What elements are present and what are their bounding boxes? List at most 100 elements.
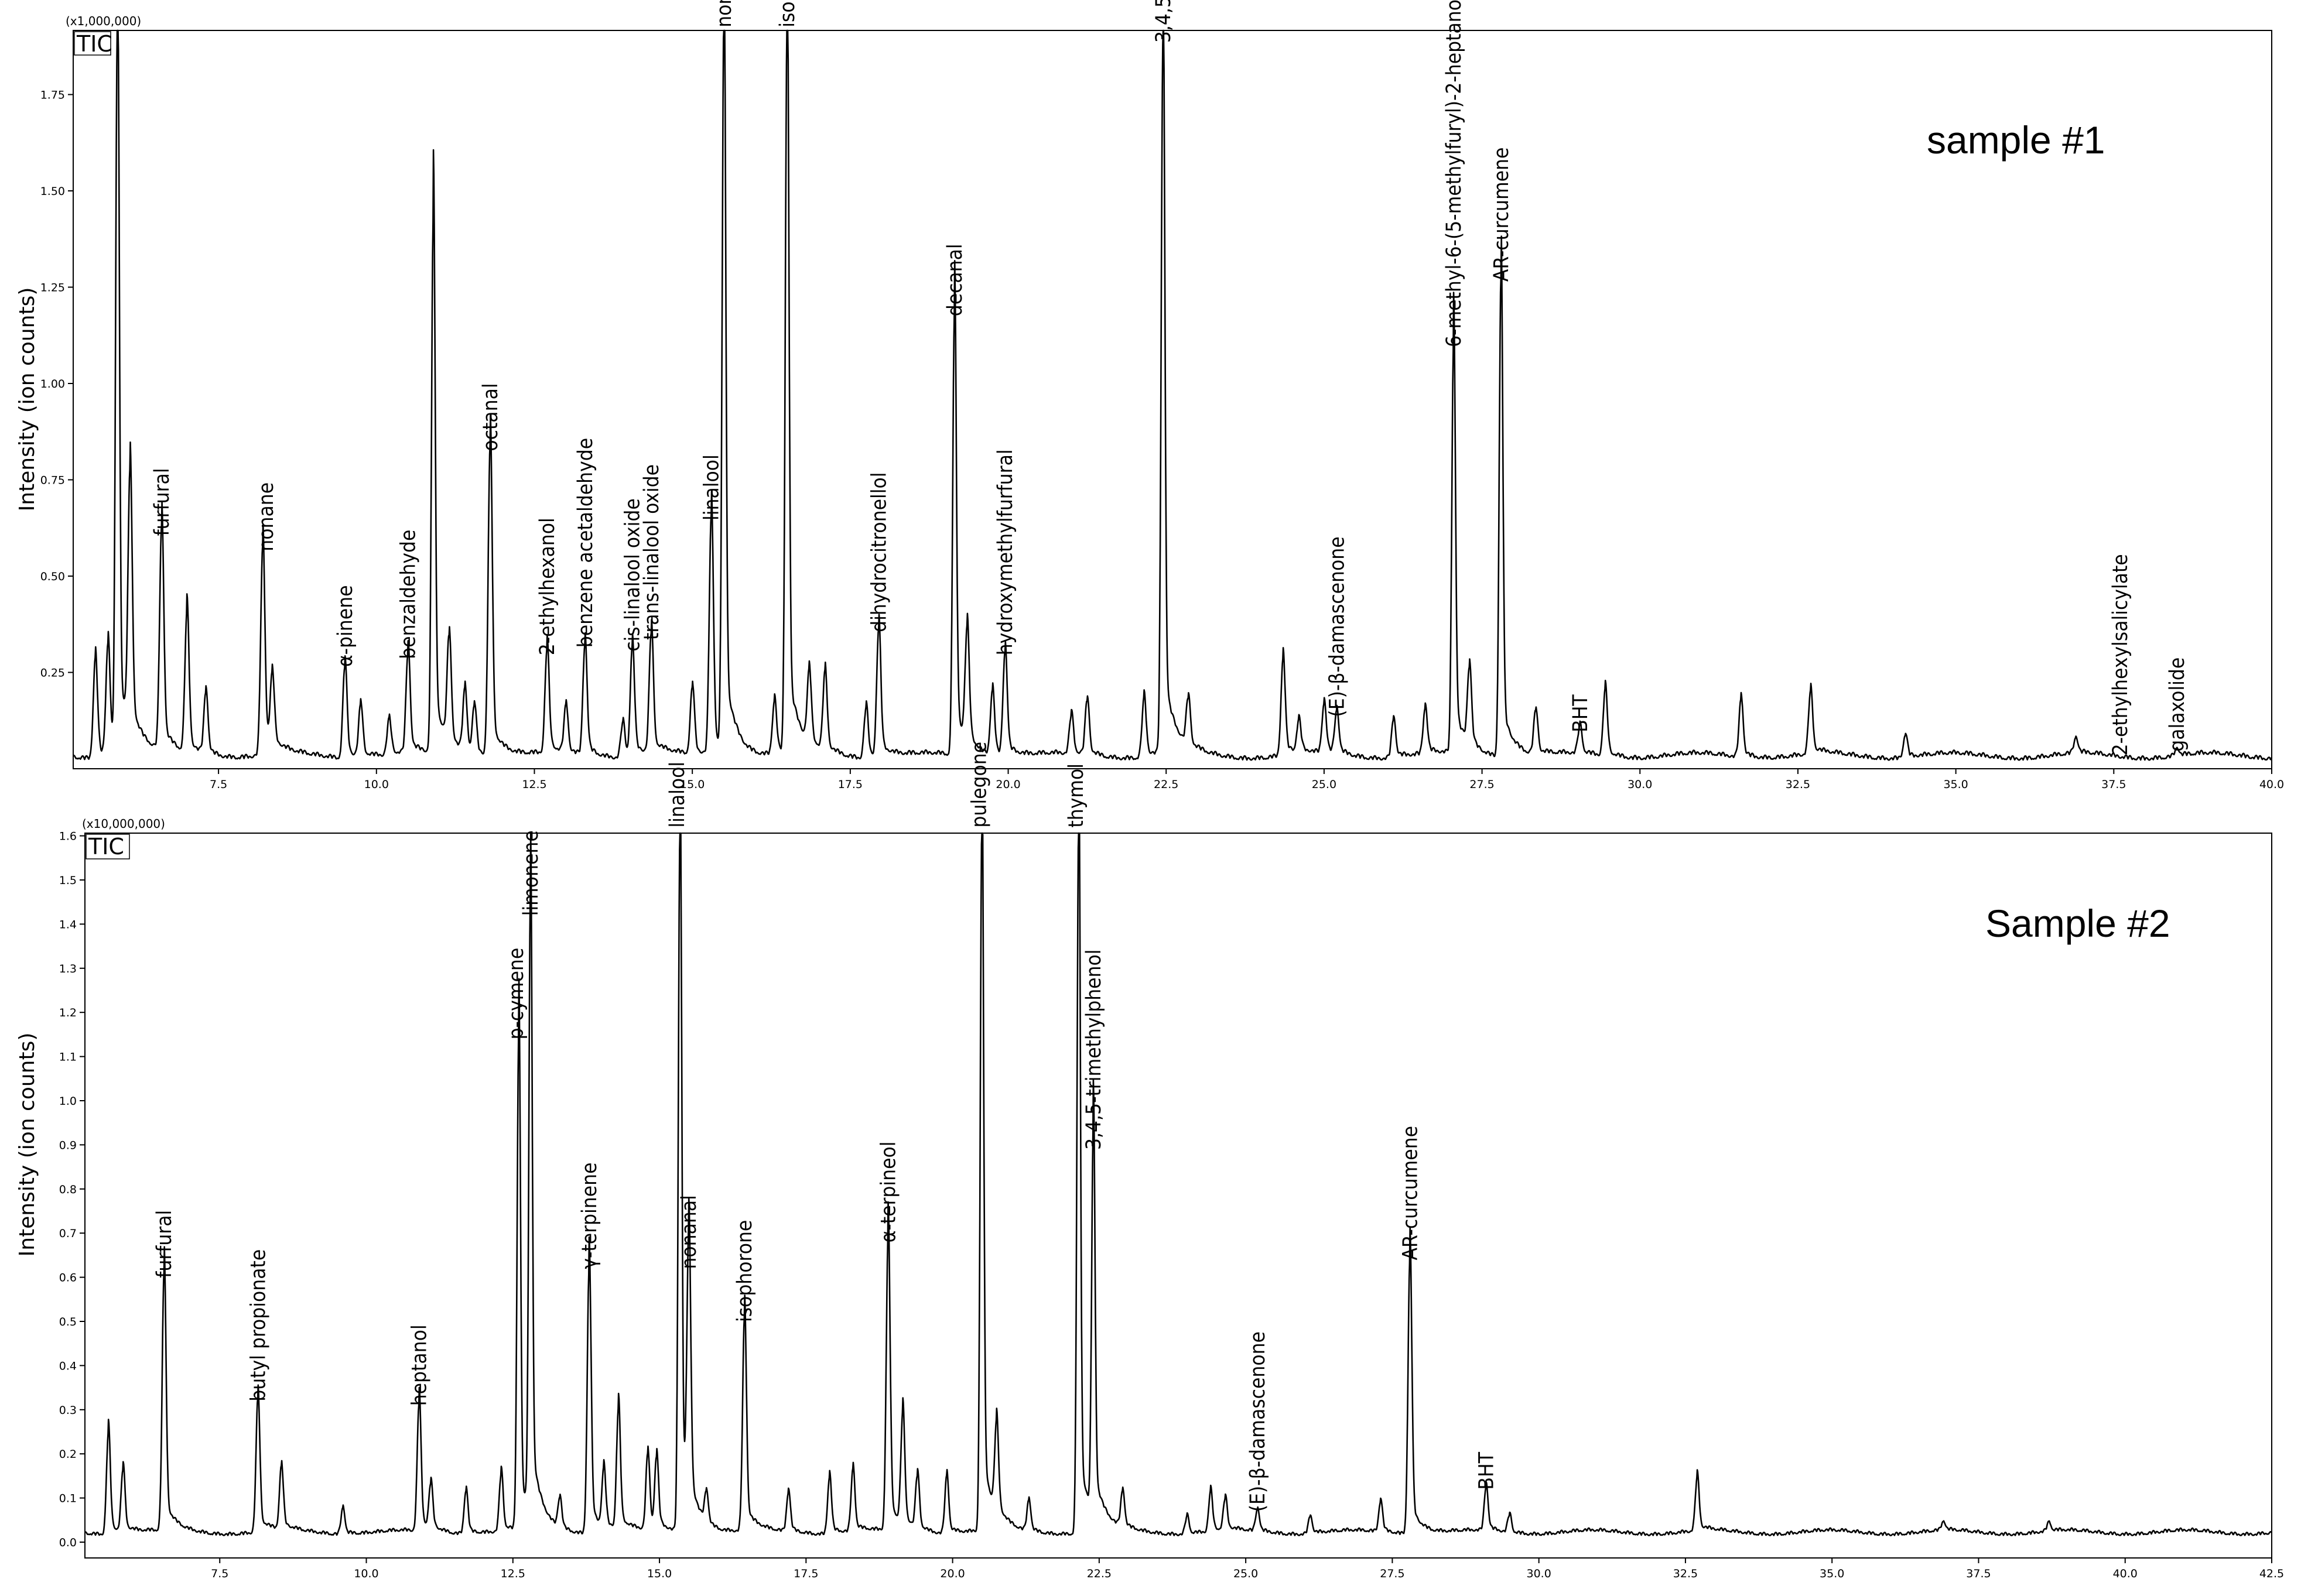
y-tick-label: 0.5	[59, 1316, 77, 1328]
peak-labels: furfural nonane α-pinene benzaldehyde octana…	[151, 0, 2189, 755]
peak-label: γ-terpinene	[578, 1163, 601, 1269]
y-tick-label: 0.75	[40, 474, 65, 487]
peak-label: nonane	[255, 482, 278, 552]
peak-label: BHT	[1475, 1451, 1499, 1489]
peak-label: pulegone	[968, 742, 991, 828]
peak-label: furfural	[153, 1210, 176, 1278]
y-tick-label: 1.75	[40, 89, 65, 102]
x-tick-label: 40.0	[2113, 1567, 2138, 1580]
tic-label-box	[74, 31, 111, 56]
x-tick-label: 17.5	[794, 1567, 818, 1580]
peak-label: linalool	[666, 762, 689, 828]
y-tick-label: 1.5	[59, 874, 77, 887]
peak-label: octanal	[479, 383, 502, 451]
peak-label: benzaldehyde	[397, 530, 420, 659]
y-tick-label: 0.6	[59, 1272, 77, 1285]
x-tick-label: 30.0	[1628, 778, 1652, 791]
x-tick-label: 22.5	[1087, 1567, 1112, 1580]
x-tick-label: 15.0	[680, 778, 705, 791]
x-tick-label: 32.5	[1786, 778, 1810, 791]
peak-label: dihydrocitronellol	[867, 472, 891, 632]
peak-label: α-pinene	[334, 585, 357, 667]
sample-label: sample #1	[1927, 118, 2105, 162]
y-tick-label: 1.2	[59, 1006, 77, 1019]
peak-label: hydroxymethylfurfural	[994, 449, 1017, 655]
peak-labels: furfural butyl propionate heptanol p-cymene…	[153, 742, 1499, 1512]
x-tick-label: 37.5	[1966, 1567, 1991, 1580]
x-tick-label: 30.0	[1527, 1567, 1551, 1580]
peak-label: 3,4,5-trimethylphenol	[1082, 949, 1106, 1150]
x-tick-label: 12.5	[522, 778, 546, 791]
y-tick-label: 0.9	[59, 1139, 77, 1152]
x-tick-label: 7.5	[211, 1567, 228, 1580]
y-tick-label: 1.4	[59, 918, 77, 931]
y-tick-label: 1.1	[59, 1051, 77, 1064]
peak-label: decanal	[943, 244, 967, 316]
y-tick-label: 0.1	[59, 1492, 77, 1505]
tic-trace-sample-1	[73, 29, 2273, 761]
tic-label-box	[86, 834, 130, 859]
y-axis-title: Intensity (ion counts)	[15, 1033, 39, 1257]
peak-label: trans-linalool oxide	[640, 464, 664, 640]
peak-label: nonanal	[713, 0, 736, 28]
sample-label: Sample #2	[1985, 902, 2170, 945]
y-tick-label: 1.6	[59, 830, 77, 843]
x-tick-label: 12.5	[501, 1567, 525, 1580]
peak-label: AR-curcumene	[1399, 1126, 1422, 1260]
y-tick-label: 0.0	[59, 1536, 77, 1549]
plot-frame	[73, 30, 2272, 769]
peak-label: nonanal	[678, 1195, 701, 1269]
x-axis: 7.5 10.0 12.5 15.0 17.5 20.0 22.5 25.0 27.5 30.0 3…	[211, 1558, 2284, 1580]
peak-label: benzene acetaldehyde	[574, 438, 597, 648]
peak-label: galaxolide	[2166, 657, 2189, 752]
x-tick-label: 10.0	[354, 1567, 378, 1580]
peak-label: 3,4,5-trimethylphenol	[1152, 0, 1175, 43]
x-tick-label: 25.0	[1233, 1567, 1258, 1580]
y-tick-label: 1.0	[59, 1095, 77, 1108]
x-tick-label: 42.5	[2259, 1567, 2284, 1580]
peak-label: linalool	[700, 454, 724, 520]
tic-trace-sample-2	[84, 832, 2273, 1536]
chromatogram-panel-sample-2: (x10,000,000) TIC Sample #2 Intensity (i…	[15, 742, 2284, 1580]
y-tick-label: 1.25	[40, 282, 65, 294]
y-tick-label: 1.50	[40, 185, 65, 198]
tic-label: TIC	[88, 834, 124, 859]
peak-label: (E)-β-damascenone	[1326, 536, 1349, 717]
peak-label: (E)-β-damascenone	[1246, 1331, 1270, 1512]
peak-label: furfural	[151, 468, 174, 536]
chromatogram-panel-sample-1: (x1,000,000) TIC sample #1 Intensity (io…	[15, 0, 2284, 791]
y-axis: 0.0 0.1 0.2 0.3 0.4 0.5 0.6 0.7 0.8 0.9 1.0 1.1 1.2 1…	[59, 830, 85, 1549]
x-tick-label: 37.5	[2101, 778, 2126, 791]
x-tick-label: 35.0	[1820, 1567, 1844, 1580]
x-tick-label: 40.0	[2259, 778, 2284, 791]
x-tick-label: 22.5	[1154, 778, 1178, 791]
peak-label: heptanol	[408, 1324, 432, 1406]
peak-label: cis-linalool oxide	[621, 498, 645, 652]
tic-label: TIC	[76, 31, 112, 57]
x-axis: 7.5 10.0 12.5 15.0 17.5 20.0 22.5 25.0 27.5 30.0 3…	[210, 769, 2284, 791]
peak-label: BHT	[1569, 694, 1592, 732]
x-tick-label: 20.0	[996, 778, 1020, 791]
y-tick-label: 0.25	[40, 667, 65, 680]
x-tick-label: 25.0	[1312, 778, 1336, 791]
y-tick-label: 0.8	[59, 1183, 77, 1196]
peak-label: p-cymene	[505, 948, 528, 1040]
y-axis-title: Intensity (ion counts)	[15, 287, 39, 512]
x-tick-label: 7.5	[210, 778, 227, 791]
x-tick-label: 17.5	[838, 778, 863, 791]
x-tick-label: 32.5	[1673, 1567, 1698, 1580]
plot-frame	[84, 833, 2272, 1559]
peak-label: isophorone	[776, 0, 799, 28]
x-tick-label: 15.0	[647, 1567, 672, 1580]
y-scale-label: (x10,000,000)	[82, 817, 165, 831]
peak-label: isophorone	[733, 1220, 757, 1322]
peak-label: α-terpineol	[877, 1142, 901, 1243]
peak-label: thymol	[1065, 763, 1088, 828]
x-tick-label: 27.5	[1380, 1567, 1404, 1580]
y-tick-label: 0.50	[40, 570, 65, 583]
peak-label: limonene	[519, 830, 543, 916]
y-axis: 0.25 0.50 0.75 1.00 1.25 1.50 1.75	[40, 89, 73, 680]
y-tick-label: 0.4	[59, 1359, 77, 1372]
x-tick-label: 10.0	[364, 778, 389, 791]
